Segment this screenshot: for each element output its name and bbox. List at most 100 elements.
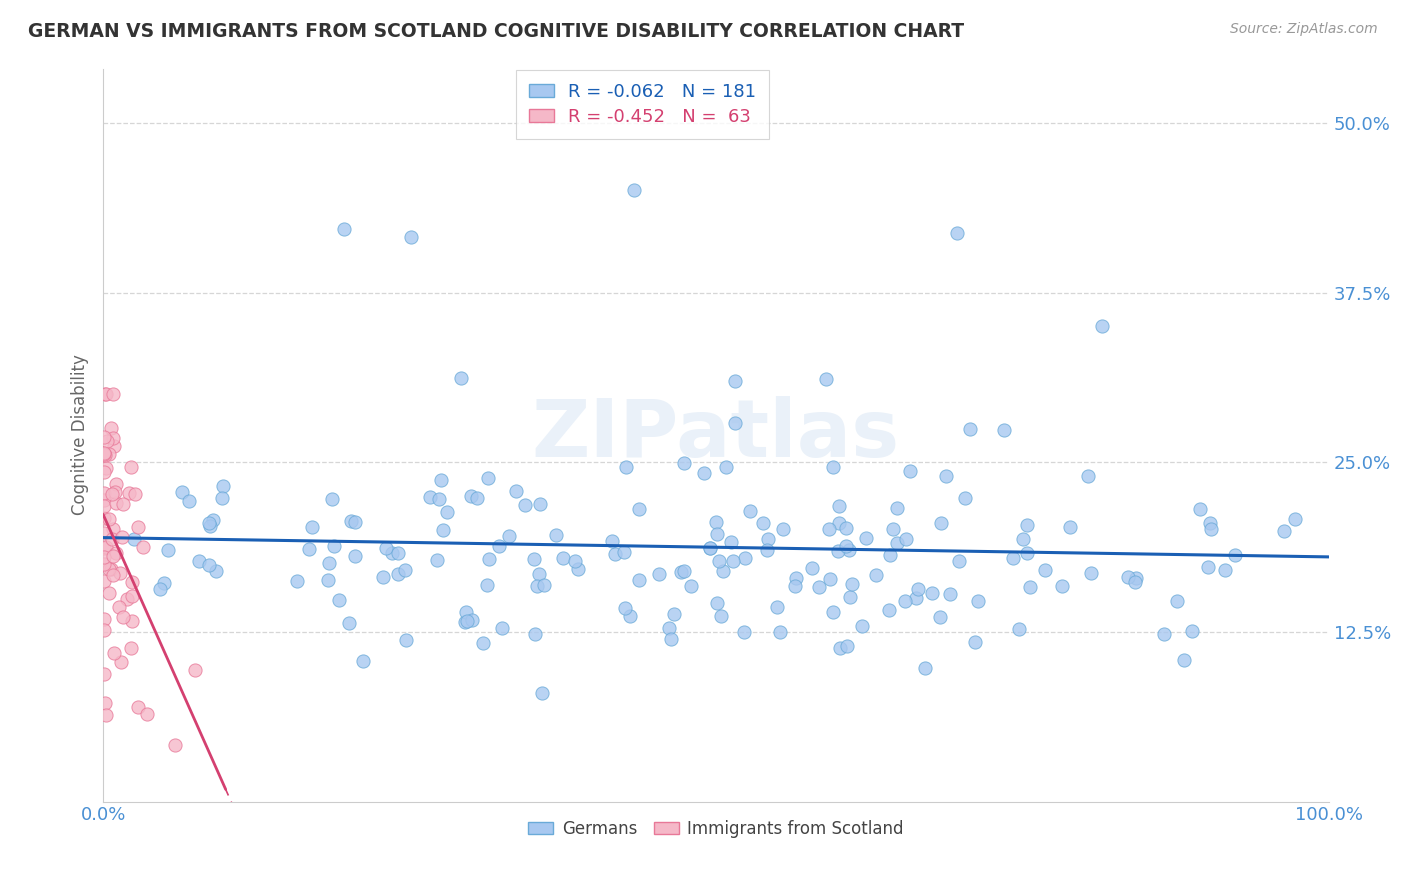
Point	[105, 546, 128, 560]
Point	[184, 663, 207, 677]
Point	[149, 582, 172, 596]
Point	[673, 564, 696, 578]
Point	[706, 527, 728, 541]
Point	[808, 580, 831, 594]
Point	[769, 625, 792, 640]
Point	[110, 655, 132, 669]
Point	[101, 522, 124, 536]
Point	[993, 423, 1015, 437]
Point	[394, 632, 416, 647]
Point	[648, 566, 671, 581]
Point	[103, 439, 125, 453]
Point	[1125, 570, 1147, 584]
Point	[524, 626, 547, 640]
Point	[505, 484, 527, 499]
Point	[898, 464, 921, 478]
Point	[1033, 563, 1056, 577]
Point	[1015, 546, 1038, 560]
Point	[882, 522, 904, 536]
Point	[839, 590, 862, 604]
Point	[658, 620, 681, 634]
Point	[103, 646, 125, 660]
Point	[529, 497, 551, 511]
Point	[783, 579, 806, 593]
Point	[526, 579, 548, 593]
Point	[672, 456, 695, 470]
Point	[456, 615, 478, 629]
Point	[523, 552, 546, 566]
Point	[1166, 594, 1188, 608]
Point	[659, 632, 682, 646]
Point	[669, 565, 692, 579]
Point	[614, 459, 637, 474]
Point	[101, 431, 124, 445]
Point	[352, 654, 374, 668]
Point	[93, 557, 115, 571]
Point	[322, 539, 344, 553]
Point	[121, 590, 143, 604]
Point	[197, 516, 219, 530]
Point	[93, 445, 115, 459]
Point	[465, 491, 488, 506]
Point	[104, 477, 127, 491]
Point	[662, 607, 685, 621]
Point	[879, 548, 901, 562]
Point	[1225, 548, 1247, 562]
Point	[551, 551, 574, 566]
Point	[837, 639, 859, 653]
Point	[94, 541, 117, 555]
Point	[100, 562, 122, 576]
Point	[122, 533, 145, 547]
Point	[136, 707, 159, 722]
Point	[1272, 524, 1295, 538]
Point	[118, 486, 141, 500]
Point	[121, 575, 143, 590]
Point	[101, 487, 124, 501]
Point	[733, 624, 755, 639]
Point	[188, 554, 211, 568]
Point	[101, 549, 124, 563]
Point	[1001, 550, 1024, 565]
Point	[841, 577, 863, 591]
Point	[128, 519, 150, 533]
Point	[93, 486, 115, 500]
Point	[202, 513, 225, 527]
Point	[152, 576, 174, 591]
Point	[337, 615, 360, 630]
Point	[959, 422, 981, 436]
Point	[93, 667, 115, 681]
Point	[96, 434, 118, 449]
Point	[814, 372, 837, 386]
Point	[1189, 502, 1212, 516]
Point	[1181, 624, 1204, 638]
Point	[316, 574, 339, 588]
Point	[93, 511, 115, 525]
Point	[97, 562, 120, 576]
Point	[498, 529, 520, 543]
Point	[619, 608, 641, 623]
Point	[614, 600, 637, 615]
Point	[339, 514, 361, 528]
Point	[1050, 578, 1073, 592]
Point	[1201, 522, 1223, 536]
Point	[603, 547, 626, 561]
Point	[478, 552, 501, 566]
Point	[163, 739, 186, 753]
Point	[1153, 627, 1175, 641]
Point	[723, 374, 745, 388]
Point	[381, 546, 404, 560]
Point	[904, 591, 927, 605]
Point	[321, 492, 343, 507]
Point	[877, 603, 900, 617]
Point	[115, 592, 138, 607]
Point	[387, 546, 409, 560]
Point	[851, 619, 873, 633]
Point	[1012, 532, 1035, 546]
Point	[456, 605, 478, 619]
Point	[800, 561, 823, 575]
Point	[699, 541, 721, 556]
Point	[1284, 511, 1306, 525]
Point	[107, 600, 129, 615]
Point	[1116, 570, 1139, 584]
Point	[1197, 560, 1219, 574]
